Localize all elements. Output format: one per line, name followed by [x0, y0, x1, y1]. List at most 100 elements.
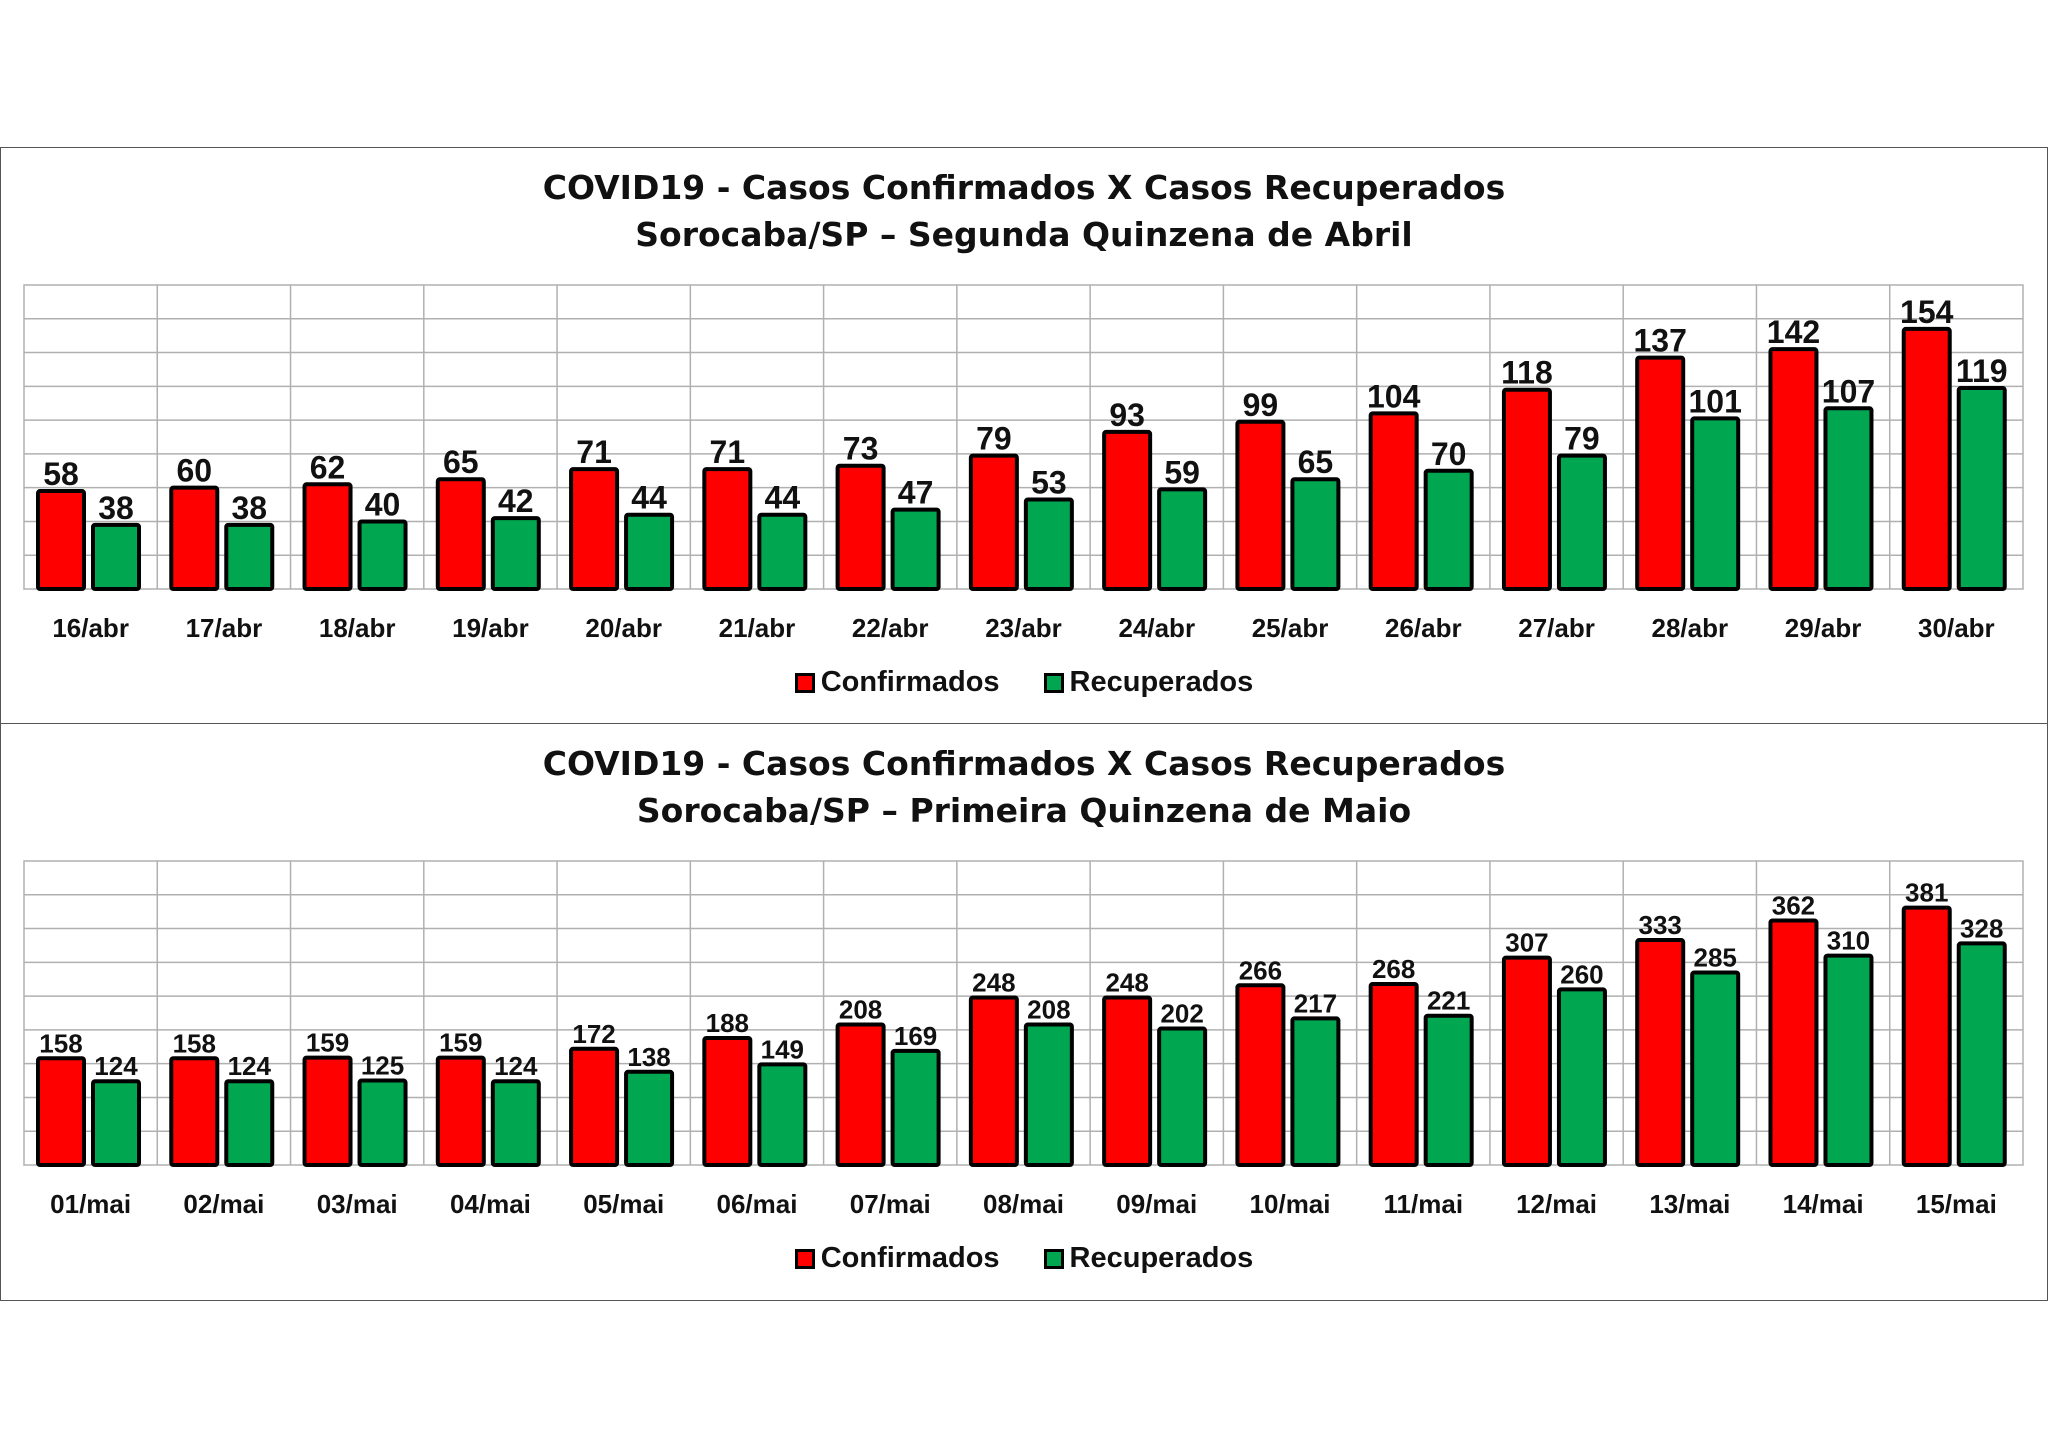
- bar-recovered: [357, 1078, 408, 1167]
- bar-confirmed: [302, 1055, 353, 1167]
- legend-label-recovered: Recuperados: [1069, 666, 1254, 698]
- x-tick-label: 04/mai: [450, 1189, 531, 1219]
- bar-recovered: [757, 1062, 808, 1167]
- value-label-confirmed: 71: [576, 434, 612, 470]
- value-label-recovered: 124: [228, 1051, 272, 1081]
- x-tick-label: 23/abr: [985, 613, 1062, 643]
- value-label-confirmed: 154: [1900, 294, 1954, 330]
- chart-title: COVID19 - Casos Confirmados X Casos Recu…: [542, 168, 1506, 207]
- x-tick-label: 28/abr: [1652, 613, 1729, 643]
- bar-recovered: [1423, 1013, 1474, 1167]
- value-label-confirmed: 104: [1367, 378, 1421, 414]
- x-tick-label: 01/mai: [50, 1189, 131, 1219]
- value-label-recovered: 44: [765, 480, 801, 516]
- value-label-recovered: 149: [761, 1034, 804, 1064]
- bar-recovered: [224, 1079, 275, 1167]
- bar-recovered: [624, 512, 675, 592]
- chart-legend: Confirmados Recuperados: [1, 1242, 2047, 1275]
- value-label-confirmed: 158: [173, 1028, 216, 1058]
- x-tick-label: 07/mai: [850, 1189, 931, 1219]
- value-label-confirmed: 71: [710, 434, 746, 470]
- bar-confirmed: [1768, 918, 1819, 1167]
- bar-confirmed: [302, 482, 353, 591]
- x-tick-label: 24/abr: [1118, 613, 1195, 643]
- value-label-confirmed: 362: [1772, 890, 1815, 920]
- value-label-recovered: 202: [1160, 999, 1203, 1029]
- bar-confirmed: [1635, 355, 1686, 591]
- value-label-recovered: 38: [231, 490, 267, 526]
- value-label-recovered: 38: [98, 490, 134, 526]
- value-label-confirmed: 381: [1905, 878, 1948, 908]
- bar-recovered: [224, 522, 275, 592]
- bar-confirmed: [1901, 905, 1952, 1167]
- value-label-recovered: 42: [498, 483, 534, 519]
- bar-confirmed: [1235, 983, 1286, 1167]
- bar-confirmed: [968, 995, 1019, 1167]
- chart-subtitle: Sorocaba/SP – Primeira Quinzena de Maio: [636, 791, 1412, 830]
- bar-recovered: [490, 516, 541, 592]
- bar-confirmed: [1635, 938, 1686, 1167]
- x-tick-label: 25/abr: [1252, 613, 1329, 643]
- bar-confirmed: [1102, 429, 1153, 591]
- chart-plot-april: 58 38 16/abr 60 38 17/abr 62 40 18/abr 65 42 19/abr…: [23, 284, 2024, 643]
- value-label-confirmed: 73: [843, 431, 879, 467]
- x-tick-label: 17/abr: [186, 613, 263, 643]
- x-tick-label: 16/abr: [52, 613, 129, 643]
- bar-recovered: [490, 1079, 541, 1167]
- legend-item-confirmed: Confirmados: [794, 1242, 1000, 1275]
- bar-recovered: [890, 507, 941, 591]
- bar-recovered: [1690, 970, 1741, 1167]
- legend-swatch-recovered: [1043, 672, 1064, 693]
- legend-label-confirmed: Confirmados: [820, 1242, 1000, 1274]
- bar-confirmed: [169, 1056, 220, 1167]
- bar-confirmed: [835, 1022, 886, 1167]
- value-label-confirmed: 158: [39, 1028, 82, 1058]
- chart-plot-may: 158 124 01/mai 158 124 02/mai 159 125 03/mai 159 1…: [23, 860, 2024, 1219]
- value-label-recovered: 119: [1956, 353, 2008, 389]
- x-tick-label: 21/abr: [719, 613, 796, 643]
- value-label-recovered: 328: [1960, 913, 2003, 943]
- value-label-recovered: 101: [1689, 383, 1742, 419]
- legend-item-recovered: Recuperados: [1043, 1242, 1254, 1275]
- value-label-recovered: 53: [1031, 464, 1067, 500]
- x-tick-label: 27/abr: [1518, 613, 1595, 643]
- value-label-confirmed: 65: [443, 444, 479, 480]
- x-tick-label: 06/mai: [716, 1189, 797, 1219]
- value-label-recovered: 217: [1294, 988, 1337, 1018]
- x-tick-label: 11/mai: [1384, 1189, 1464, 1219]
- value-label-recovered: 208: [1027, 994, 1070, 1024]
- chart-panel-may: COVID19 - Casos Confirmados X Casos Recu…: [0, 723, 2048, 1301]
- value-label-recovered: 285: [1694, 942, 1737, 972]
- bar-recovered: [757, 512, 808, 592]
- bar-confirmed: [1501, 387, 1552, 591]
- bar-recovered: [91, 522, 141, 592]
- bar-confirmed: [1768, 347, 1819, 591]
- value-label-confirmed: 172: [572, 1019, 615, 1049]
- value-label-recovered: 124: [94, 1051, 138, 1081]
- bar-confirmed: [1501, 955, 1552, 1167]
- value-label-confirmed: 137: [1634, 323, 1687, 359]
- x-tick-label: 14/mai: [1783, 1189, 1864, 1219]
- x-tick-label: 13/mai: [1649, 1189, 1730, 1219]
- bar-confirmed: [569, 467, 620, 592]
- bar-recovered: [1690, 416, 1741, 591]
- bar-confirmed: [702, 467, 753, 592]
- legend-label-recovered: Recuperados: [1069, 1242, 1254, 1274]
- bar-confirmed: [835, 463, 886, 592]
- bar-confirmed: [1102, 995, 1153, 1167]
- value-label-confirmed: 333: [1639, 910, 1682, 940]
- bar-recovered: [91, 1079, 141, 1167]
- value-label-recovered: 44: [631, 480, 667, 516]
- bar-recovered: [357, 519, 408, 592]
- legend-swatch-confirmed: [794, 1248, 815, 1269]
- bar-recovered: [1823, 953, 1874, 1167]
- bar-recovered: [1423, 468, 1474, 591]
- value-label-recovered: 47: [898, 475, 934, 511]
- value-label-confirmed: 266: [1239, 955, 1282, 985]
- bar-recovered: [1556, 453, 1607, 592]
- chart-title: COVID19 - Casos Confirmados X Casos Recu…: [542, 744, 1506, 783]
- value-label-confirmed: 208: [839, 994, 882, 1024]
- bar-recovered: [624, 1069, 675, 1168]
- x-tick-label: 22/abr: [852, 613, 929, 643]
- bar-recovered: [1157, 1026, 1208, 1167]
